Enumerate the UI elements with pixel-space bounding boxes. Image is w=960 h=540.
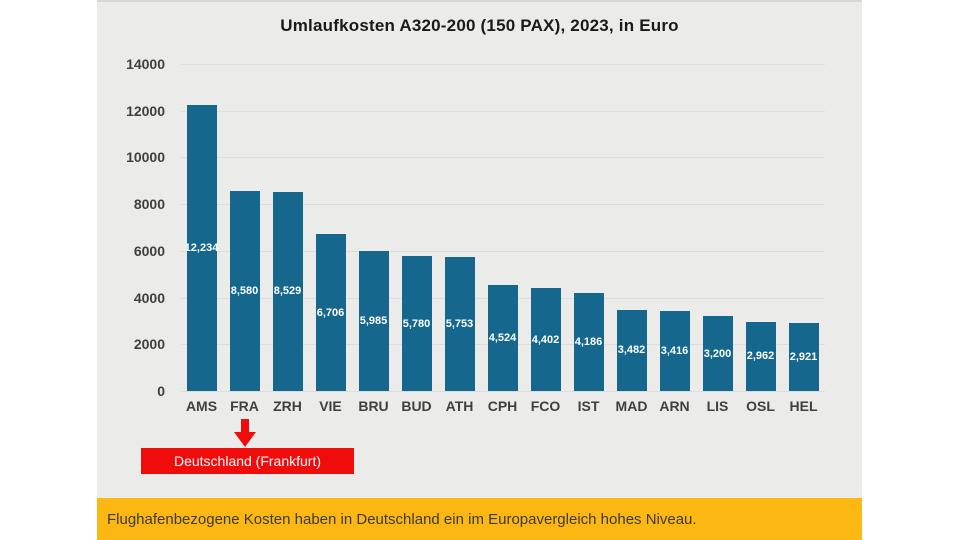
x-tick-label-MAD: MAD: [615, 398, 648, 414]
bar-value-label: 3,416: [660, 345, 689, 358]
bar-value-label: 5,780: [402, 317, 431, 330]
bar-HEL: 2,921: [788, 322, 819, 391]
bar-value-label: 8,529: [273, 285, 302, 298]
bar-LIS: 3,200: [702, 316, 733, 391]
bar-FCO: 4,402: [530, 288, 561, 391]
x-axis: AMS FRA ZRH VIE BRU BUD ATH CPH FCO IST MAD ARN LIS O…: [180, 398, 825, 416]
bar-CPH: 4,524: [487, 285, 518, 391]
bar-value-label: 5,753: [445, 317, 474, 330]
x-tick-label-ZRH: ZRH: [273, 398, 302, 414]
bar-value-label: 4,524: [488, 332, 517, 345]
bar-IST: 4,186: [573, 293, 604, 391]
x-tick-label-ARN: ARN: [659, 398, 690, 414]
y-tick-label: 6000: [133, 242, 165, 259]
bar-FRA: 8,580: [229, 190, 260, 391]
bar-value-label: 4,402: [531, 333, 560, 346]
gridline: [180, 204, 825, 206]
x-tick-label-CPH: CPH: [487, 398, 518, 414]
bar-ARN: 3,416: [659, 311, 690, 391]
takeaway-text: Flughafenbezogene Kosten haben in Deutsc…: [107, 510, 697, 528]
bar-value-label: 12,234: [184, 242, 219, 255]
y-tick-label: 8000: [133, 196, 165, 213]
bar-BRU: 5,985: [358, 251, 389, 391]
x-tick-label-OSL: OSL: [746, 398, 775, 414]
x-tick-label-HEL: HEL: [789, 398, 818, 414]
x-tick-label-IST: IST: [577, 398, 600, 414]
x-tick-label-FCO: FCO: [530, 398, 561, 414]
x-tick-label-VIE: VIE: [319, 398, 342, 414]
y-axis: 0 2000 4000 6000 8000 10000 12000 14000: [97, 56, 165, 399]
bar-VIE: 6,706: [315, 234, 346, 391]
x-tick-label-AMS: AMS: [185, 398, 218, 414]
x-tick-label-LIS: LIS: [706, 398, 729, 414]
bar-OSL: 2,962: [745, 321, 776, 391]
bar-value-label: 8,580: [230, 284, 259, 297]
gridline: [180, 64, 825, 65]
x-tick-label-BUD: BUD: [401, 398, 432, 414]
bar-value-label: 4,186: [574, 336, 603, 349]
bar-value-label: 5,985: [359, 315, 388, 328]
y-tick-label: 10000: [126, 149, 165, 166]
y-tick-label: 2000: [133, 336, 165, 353]
annotation-label: Deutschland (Frankfurt): [141, 448, 354, 474]
y-tick-label: 12000: [126, 102, 165, 119]
bar-AMS: 12,234: [184, 105, 219, 391]
y-tick-label: 14000: [126, 56, 165, 72]
bar-BUD: 5,780: [401, 256, 432, 391]
gridline: [180, 157, 825, 159]
plot-area: 12,234 8,580 8,529 6,706 5,985 5,780 5,753 4,52…: [180, 64, 825, 392]
down-arrow-icon: [234, 419, 256, 447]
gridline: [180, 391, 825, 392]
bar-value-label: 3,200: [703, 347, 732, 360]
y-tick-label: 4000: [133, 289, 165, 306]
bar-MAD: 3,482: [616, 309, 647, 391]
x-tick-label-FRA: FRA: [230, 398, 259, 414]
bar-value-label: 2,962: [746, 350, 775, 363]
bar-value-label: 3,482: [617, 344, 646, 357]
chart-title: Umlaufkosten A320-200 (150 PAX), 2023, i…: [280, 16, 679, 35]
x-tick-label-ATH: ATH: [445, 398, 474, 414]
bar-value-label: 2,921: [789, 350, 818, 363]
takeaway-banner: Flughafenbezogene Kosten haben in Deutsc…: [97, 498, 862, 540]
chart-panel: Umlaufkosten A320-200 (150 PAX), 2023, i…: [97, 0, 862, 498]
gridline: [180, 110, 825, 112]
bar-ZRH: 8,529: [272, 191, 303, 391]
y-tick-label: 0: [157, 383, 165, 399]
x-tick-label-BRU: BRU: [358, 398, 389, 414]
bar-value-label: 6,706: [316, 306, 345, 319]
gridline: [180, 250, 825, 252]
bar-ATH: 5,753: [444, 256, 475, 391]
